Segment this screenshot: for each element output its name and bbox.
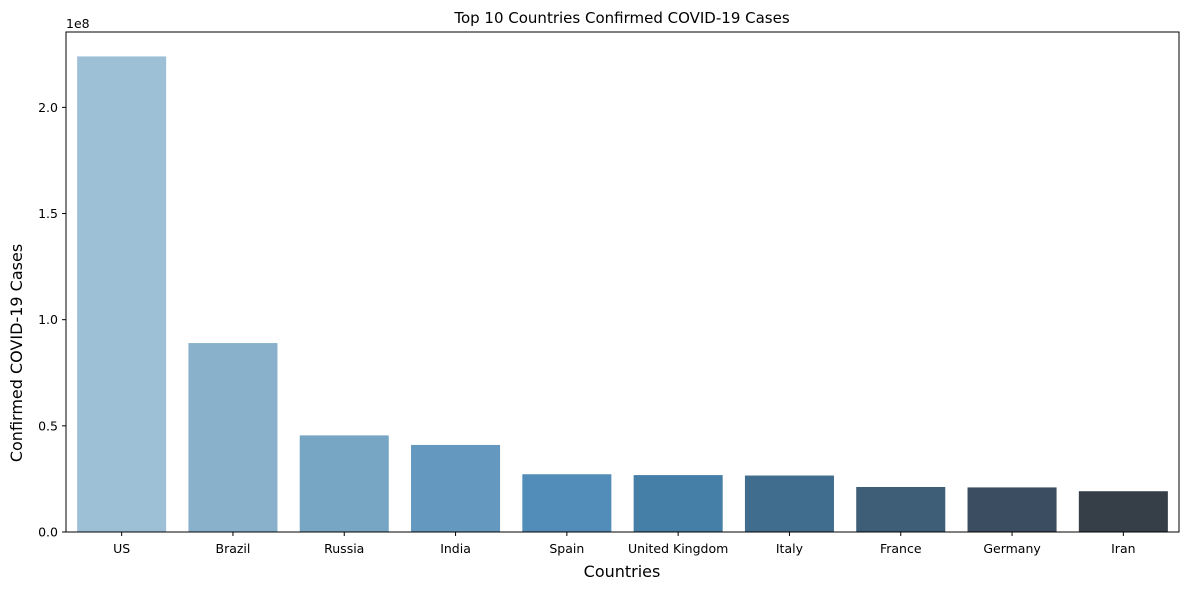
y-axis-offset-text: 1e8 (66, 16, 90, 31)
bar-iran (1078, 491, 1168, 532)
y-tick-label: 1.0 (38, 312, 58, 327)
y-axis-title: Confirmed COVID-19 Cases (7, 244, 26, 462)
bar-italy (744, 475, 834, 532)
x-tick-label: Italy (776, 541, 804, 556)
x-tick-label: Brazil (216, 541, 251, 556)
bar-germany (967, 487, 1057, 532)
x-axis-title: Countries (584, 562, 661, 581)
bar-india (411, 444, 501, 532)
chart-title: Top 10 Countries Confirmed COVID-19 Case… (453, 9, 789, 27)
x-tick-label: US (113, 541, 130, 556)
y-tick-label: 2.0 (38, 100, 58, 115)
plot-frame (65, 31, 1180, 533)
x-tick-label: Iran (1111, 541, 1135, 556)
bar-united-kingdom (633, 475, 723, 532)
x-tick-label: France (880, 541, 922, 556)
x-tick-label: Spain (549, 541, 584, 556)
bar-spain (522, 474, 612, 532)
bar-russia (299, 435, 389, 532)
bar-brazil (188, 343, 278, 532)
bars-group (77, 56, 1168, 532)
x-tick-label: Russia (324, 541, 364, 556)
y-tick-label: 1.5 (38, 206, 58, 221)
bar-us (77, 56, 167, 532)
x-tick-label: India (440, 541, 471, 556)
x-axis-ticks: US Brazil Russia India Spain United Kingdom It… (113, 532, 1136, 556)
y-axis-ticks: 0.0 0.5 1.0 1.5 2.0 (38, 100, 66, 540)
y-tick-label: 0.5 (38, 418, 58, 433)
y-tick-label: 0.0 (38, 525, 58, 540)
bar-france (856, 486, 946, 532)
x-tick-label: Germany (983, 541, 1041, 556)
x-tick-label: United Kingdom (628, 541, 728, 556)
